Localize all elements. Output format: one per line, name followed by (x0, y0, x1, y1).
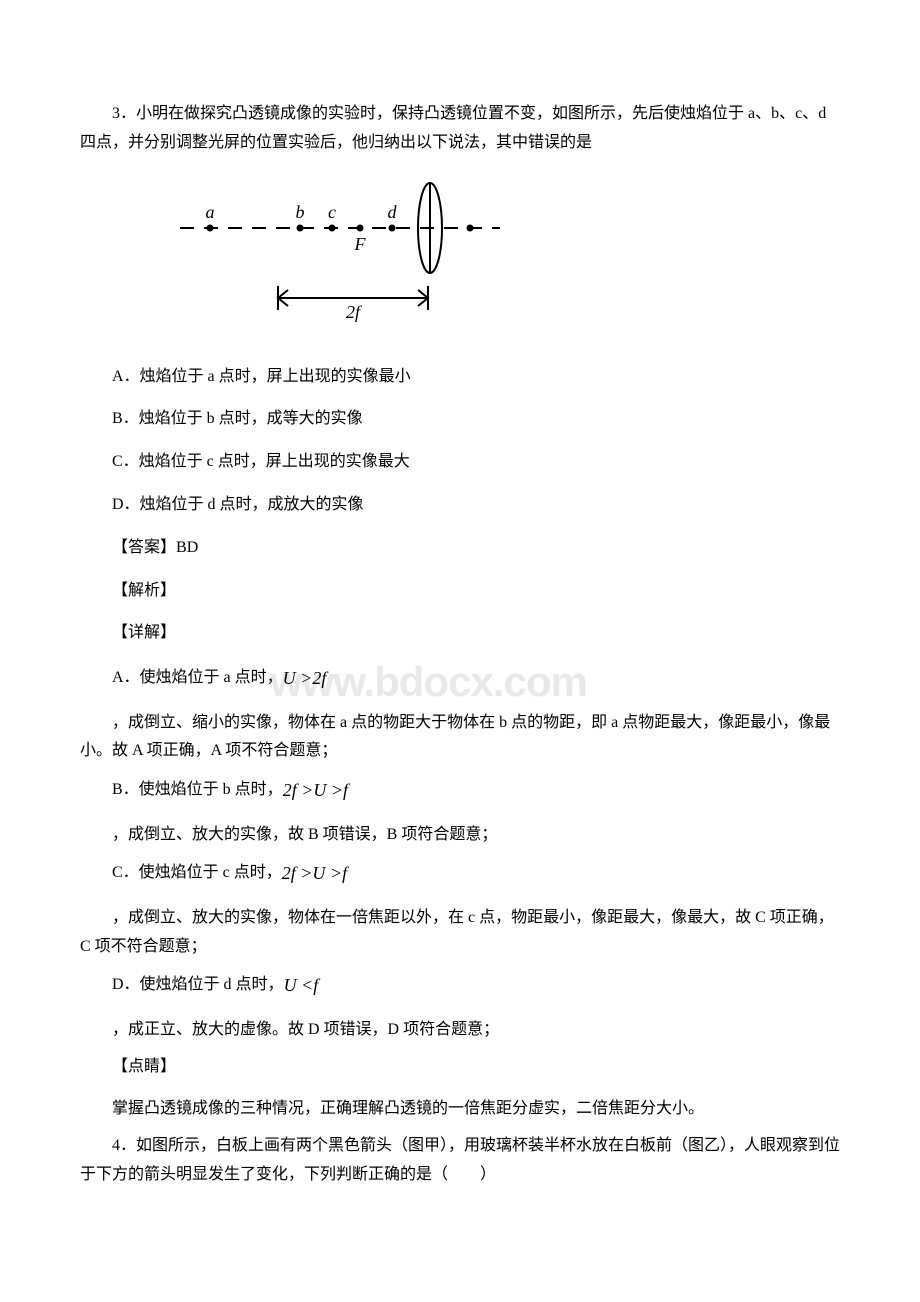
q3-option-a: A．烛焰位于 a 点时，屏上出现的实像最小 (80, 363, 840, 392)
q3-answer: 【答案】BD (80, 534, 840, 563)
answer-label: 【答案】 (112, 539, 176, 556)
detail-d-line: D．使烛焰位于 d 点时，U <f (80, 969, 840, 1001)
detail-d-prefix: D．使烛焰位于 d 点时， (112, 976, 284, 993)
detail-b-text: ，成倒立、放大的实像，故 B 项错误，B 项符合题意； (80, 821, 840, 850)
detail-b-line: B．使烛焰位于 b 点时，2f >U >f (80, 774, 840, 806)
detail-b-prefix: B．使烛焰位于 b 点时， (112, 781, 283, 798)
jiexi-label: 【解析】 (80, 577, 840, 606)
q3-option-d: D．烛焰位于 d 点时，成放大的实像 (80, 491, 840, 520)
detail-d-formula: U <f (284, 975, 319, 995)
xiangjie-label: 【详解】 (80, 619, 840, 648)
detail-c-formula: 2f >U >f (282, 863, 347, 883)
detail-c-text: ，成倒立、放大的实像，物体在一倍焦距以外，在 c 点，物距最小，像距最大，像最大… (80, 904, 840, 962)
lens-diagram: a b c d F 2f (170, 178, 510, 343)
svg-text:d: d (388, 202, 398, 222)
dianqing-label: 【点睛】 (80, 1053, 840, 1082)
detail-d-text: ，成正立、放大的虚像。故 D 项错误，D 项符合题意； (80, 1016, 840, 1045)
svg-text:a: a (206, 202, 215, 222)
detail-c-line: C．使烛焰位于 c 点时，2f >U >f (80, 857, 840, 889)
svg-text:c: c (328, 202, 336, 222)
detail-a-text: ，成倒立、缩小的实像，物体在 a 点的物距大于物体在 b 点的物距，即 a 点物… (80, 709, 840, 767)
q3-stem: 3．小明在做探究凸透镜成像的实验时，保持凸透镜位置不变，如图所示，先后使烛焰位于… (80, 100, 840, 158)
q3-option-c: C．烛焰位于 c 点时，屏上出现的实像最大 (80, 448, 840, 477)
dianqing-text: 掌握凸透镜成像的三种情况，正确理解凸透镜的一倍焦距分虚实，二倍焦距分大小。 (80, 1095, 840, 1124)
q4-stem: 4．如图所示，白板上画有两个黑色箭头（图甲），用玻璃杯装半杯水放在白板前（图乙）… (80, 1132, 840, 1190)
answer-value: BD (176, 539, 198, 556)
detail-a-line: A．使烛焰位于 a 点时，U >2f (80, 662, 840, 694)
detail-b-formula: 2f >U >f (283, 780, 348, 800)
detail-a-prefix: A．使烛焰位于 a 点时， (112, 669, 283, 686)
svg-text:b: b (296, 202, 305, 222)
detail-c-prefix: C．使烛焰位于 c 点时， (112, 864, 282, 881)
detail-a-formula: U >2f (283, 668, 327, 688)
q3-option-b: B．烛焰位于 b 点时，成等大的实像 (80, 405, 840, 434)
svg-text:F: F (354, 234, 367, 254)
svg-text:2f: 2f (346, 302, 363, 322)
